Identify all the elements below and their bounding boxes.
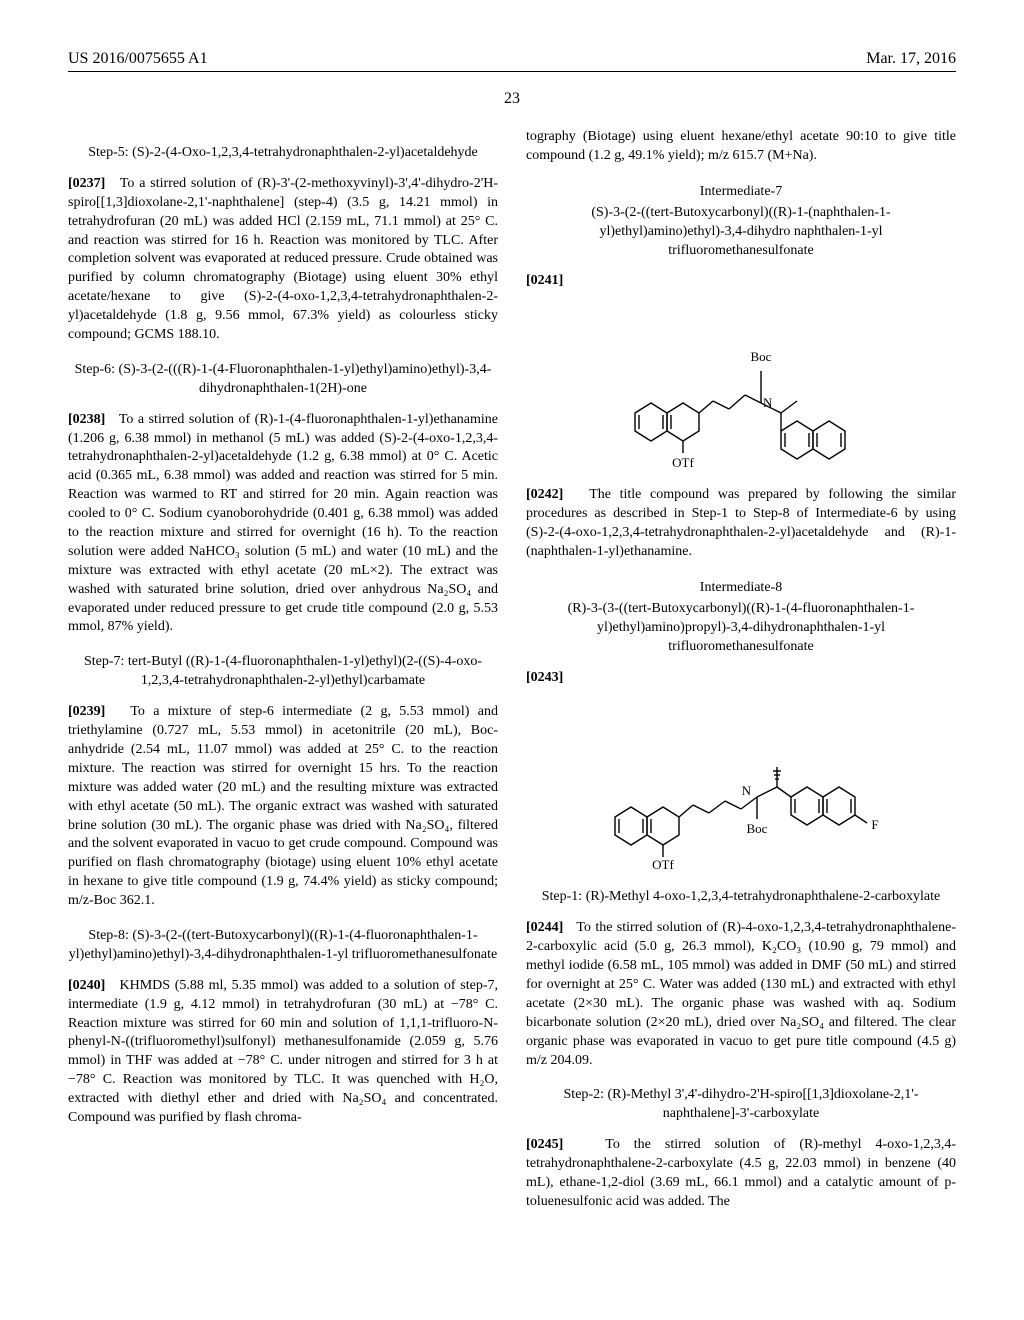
step7-title: Step-7: tert-Butyl ((R)-1-(4-fluoronapht… [68,653,498,691]
int7-para: [0242] The title compound was prepared b… [526,486,956,562]
n-label: N [742,783,752,798]
step7-para: [0239] To a mixture of step-6 intermedia… [68,703,498,911]
otf-label: OTf [672,455,694,470]
intermediate8-name: (R)-3-(3-((tert-Butoxycarbonyl)((R)-1-(4… [526,600,956,657]
para-num: [0244] [526,920,563,935]
para-num: [0241] [526,273,563,288]
step8-para: [0240] KHMDS (5.88 ml, 5.35 mmol) was ad… [68,977,498,1128]
step6-title: Step-6: (S)-3-(2-(((R)-1-(4-Fluoronaphth… [68,361,498,399]
step6-para: [0238] To a stirred solution of (R)-1-(4… [68,411,498,638]
para-body: To a stirred solution of (R)-1-(4-fluoro… [68,412,498,635]
step8-title: Step-8: (S)-3-(2-((tert-Butoxycarbonyl)(… [68,927,498,965]
para-num: [0238] [68,412,105,427]
int7-num: [0241] [526,272,956,291]
n-label: N [763,395,773,410]
para-body: The title compound was prepared by follo… [526,487,956,559]
para-num: [0242] [526,487,563,502]
chem-structure-int8: Boc N OTf F [591,697,891,872]
boc-label: Boc [747,821,768,836]
step2-title: Step-2: (R)-Methyl 3',4'-dihydro-2'H-spi… [526,1086,956,1124]
para-body: To the stirred solution of (R)-4-oxo-1,2… [526,920,956,1067]
int8-num: [0243] [526,669,956,688]
page-header: US 2016/0075655 A1 Mar. 17, 2016 [68,50,956,68]
left-column: Step-5: (S)-2-(4-Oxo-1,2,3,4-tetrahydron… [68,128,498,1222]
page-container: US 2016/0075655 A1 Mar. 17, 2016 23 Step… [0,0,1024,1262]
para-num: [0237] [68,176,105,191]
continuation-para: tography (Biotage) using eluent hexane/e… [526,128,956,166]
chem-structure-int7: Boc N OTf [611,301,871,476]
doc-number: US 2016/0075655 A1 [68,50,208,68]
step2-para: [0245] To the stirred solution of (R)-me… [526,1136,956,1212]
doc-date: Mar. 17, 2016 [866,50,956,68]
para-num: [0245] [526,1137,563,1152]
para-body: To a mixture of step-6 intermediate (2 g… [68,704,498,908]
f-label: F [871,817,878,832]
para-num: [0243] [526,670,563,685]
right-column: tography (Biotage) using eluent hexane/e… [526,128,956,1222]
step1-para: [0244] To the stirred solution of (R)-4-… [526,919,956,1070]
step5-para: [0237] To a stirred solution of (R)-3'-(… [68,175,498,345]
step5-title: Step-5: (S)-2-(4-Oxo-1,2,3,4-tetrahydron… [68,144,498,163]
para-body: To a stirred solution of (R)-3'-(2-metho… [68,176,498,342]
para-num: [0240] [68,978,105,993]
boc-label: Boc [751,349,772,364]
intermediate8-label: Intermediate-8 [526,580,956,596]
otf-label: OTf [652,857,674,872]
page-number: 23 [68,90,956,108]
header-rule [68,71,956,72]
para-num: [0239] [68,704,105,719]
intermediate7-name: (S)-3-(2-((tert-Butoxycarbonyl)((R)-1-(n… [526,204,956,261]
intermediate7-label: Intermediate-7 [526,184,956,200]
step1-title: Step-1: (R)-Methyl 4-oxo-1,2,3,4-tetrahy… [526,888,956,907]
para-body: KHMDS (5.88 ml, 5.35 mmol) was added to … [68,978,498,1125]
two-column-layout: Step-5: (S)-2-(4-Oxo-1,2,3,4-tetrahydron… [68,128,956,1222]
para-body: To the stirred solution of (R)-methyl 4-… [526,1137,956,1209]
